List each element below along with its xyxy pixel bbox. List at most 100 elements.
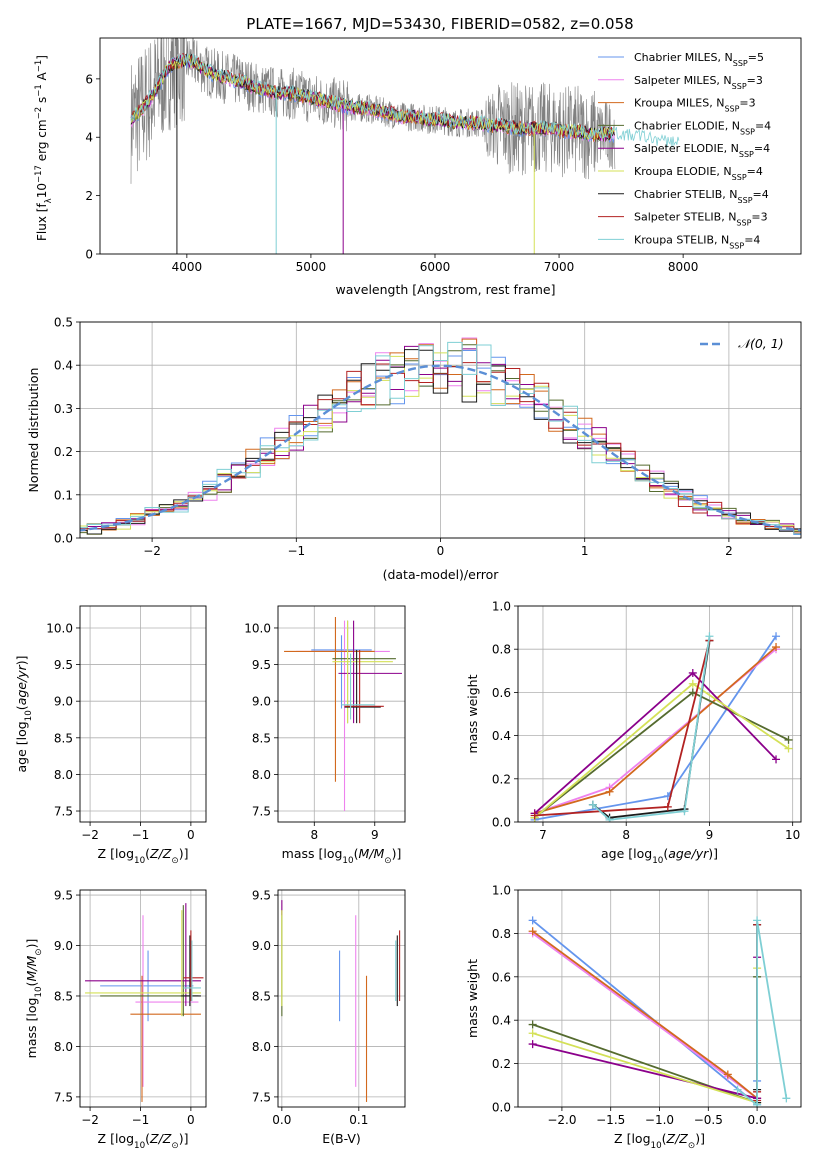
y-tick-label: 0.4 [54, 359, 73, 373]
weight-point-marker [772, 643, 781, 652]
histogram-step-line [80, 352, 801, 535]
axis-label: mass [log10(M/M⊙)] [282, 846, 402, 866]
weight-point-marker [528, 1029, 537, 1038]
legend-label: Salpeter MILES, NSSP=3 [634, 74, 763, 91]
y-tick-label: 8.0 [252, 768, 271, 782]
y-tick-label: 8.5 [252, 989, 271, 1003]
y-axis-label: Normed distribution [26, 368, 41, 493]
histogram-step-line [80, 341, 801, 535]
y-tick-label: 9.5 [252, 658, 271, 672]
y-tick-label: 9.0 [252, 939, 271, 953]
x-tick-label: 6000 [420, 260, 451, 274]
y-tick-label: 0.2 [492, 1057, 511, 1071]
y-tick-label: 0 [85, 248, 93, 262]
y-tick-label: 0.0 [54, 532, 73, 546]
x-tick-label: 0.0 [272, 1113, 291, 1127]
x-axis-label: (data-model)/error [383, 567, 500, 582]
axis-label: age [log10(age/yr)] [14, 655, 34, 772]
weight-series-line [592, 636, 711, 821]
weight-point-marker [528, 1040, 537, 1049]
y-tick-label: 1.0 [492, 884, 511, 898]
weight-point-marker [688, 688, 697, 697]
legend-label: Kroupa MILES, NSSP=3 [634, 97, 756, 114]
x-tick-label: 0.1 [349, 1113, 368, 1127]
weight-point-marker [784, 735, 793, 744]
y-tick-label: 0.6 [492, 970, 511, 984]
y-tick-label: 0.4 [492, 729, 511, 743]
x-tick-label: −2.0 [547, 1113, 576, 1127]
weight-point-marker [705, 632, 714, 641]
legend-label: 𝒩(0, 1) [738, 336, 784, 351]
weight-point-marker [688, 679, 697, 688]
normal-curve [80, 364, 801, 532]
y-tick-label: 0.2 [492, 772, 511, 786]
x-tick-label: 10 [785, 828, 800, 842]
y-tick-label: 0.8 [492, 927, 511, 941]
y-tick-label: 9.5 [54, 889, 73, 903]
y-tick-label: 2 [85, 189, 93, 203]
errorbar-plot-area [281, 900, 401, 1102]
y-tick-label: 7.5 [252, 1090, 271, 1104]
axis-label: age [log10(age/yr)] [601, 846, 718, 866]
y-tick-label: 7.5 [252, 805, 271, 819]
y-tick-label: 0.6 [492, 686, 511, 700]
y-tick-label: 7.5 [54, 1090, 73, 1104]
x-tick-label: −1.0 [645, 1113, 674, 1127]
histogram-step-line [80, 349, 801, 535]
y-tick-label: 8.0 [252, 1040, 271, 1054]
axes-frame [79, 889, 207, 1108]
spectrum-plot-area [130, 38, 680, 254]
axis-label: Z [log10(Z/Z⊙)] [614, 1131, 705, 1151]
y-tick-label: 10.0 [244, 621, 271, 635]
x-tick-label: 0.0 [748, 1113, 767, 1127]
x-tick-label: 8 [622, 828, 630, 842]
y-tick-label: 9.0 [252, 695, 271, 709]
x-tick-label: 8000 [668, 260, 699, 274]
axis-label: Z [log10(Z/Z⊙)] [98, 1131, 189, 1151]
x-tick-label: 1 [581, 544, 589, 558]
histogram-step-line [80, 337, 801, 532]
x-tick-label: 0 [187, 1113, 195, 1127]
legend-label: Chabrier STELIB, NSSP=4 [634, 188, 769, 205]
x-tick-label: 5000 [296, 260, 327, 274]
axes-frame [79, 321, 802, 539]
mass-vs-metallicity-panel: −2 −1 0 7.5 8.0 8.5 9.0 9.5 Z [log10(Z/Z⊙)] mass … [24, 889, 207, 1151]
weight-point-marker [784, 744, 793, 753]
age-vs-metallicity-panel: −2 −1 0 7.5 8.0 8.5 9.0 9.5 10.0 Z [log10(Z/Z⊙)] a… [14, 605, 207, 866]
weight-point-marker [753, 1100, 762, 1107]
histogram-step-line [80, 362, 801, 534]
y-tick-label: 8.0 [54, 1040, 73, 1054]
x-tick-label: 2 [725, 544, 733, 558]
errorbar-plot-area [284, 616, 402, 812]
weight-vs-metallicity-panel: −2.0 −1.5 −1.0 −0.5 0.0 0.0 0.2 0.4 0.6 0.8 1.0 Z [… [465, 884, 802, 1151]
axes-frame [79, 605, 207, 823]
weight-plot-area [530, 632, 793, 822]
errorbar-plot-area [85, 903, 204, 1102]
axis-label: Z [log10(Z/Z⊙)] [98, 846, 189, 866]
weight-plot-area [528, 916, 791, 1107]
histogram-plot-area [80, 337, 801, 535]
legend-label: Chabrier ELODIE, NSSP=4 [634, 119, 771, 136]
x-tick-label: 0 [437, 544, 445, 558]
axes-frame [517, 889, 802, 1108]
x-tick-label: −1 [132, 828, 150, 842]
weight-point-marker [663, 802, 672, 811]
y-tick-label: 9.5 [54, 658, 73, 672]
y-tick-label: 0.4 [492, 1014, 511, 1028]
x-tick-label: 7 [539, 828, 547, 842]
x-tick-label: 4000 [172, 260, 203, 274]
x-tick-label: 0 [187, 828, 195, 842]
y-tick-label: 0.0 [492, 1101, 511, 1115]
x-tick-label: −2 [81, 1113, 99, 1127]
y-tick-label: 1.0 [492, 600, 511, 614]
axis-label: mass [log10(M/M⊙)] [24, 939, 44, 1059]
y-tick-label: 9.0 [54, 695, 73, 709]
y-tick-label: 8.5 [54, 989, 73, 1003]
legend-label: Chabrier MILES, NSSP=5 [634, 51, 764, 68]
x-tick-label: 8 [310, 828, 318, 842]
figure-title: PLATE=1667, MJD=53430, FIBERID=0582, z=0… [246, 15, 633, 33]
weight-point-marker [528, 927, 537, 936]
y-tick-label: 4 [85, 131, 93, 145]
legend-label: Salpeter ELODIE, NSSP=4 [634, 142, 770, 159]
